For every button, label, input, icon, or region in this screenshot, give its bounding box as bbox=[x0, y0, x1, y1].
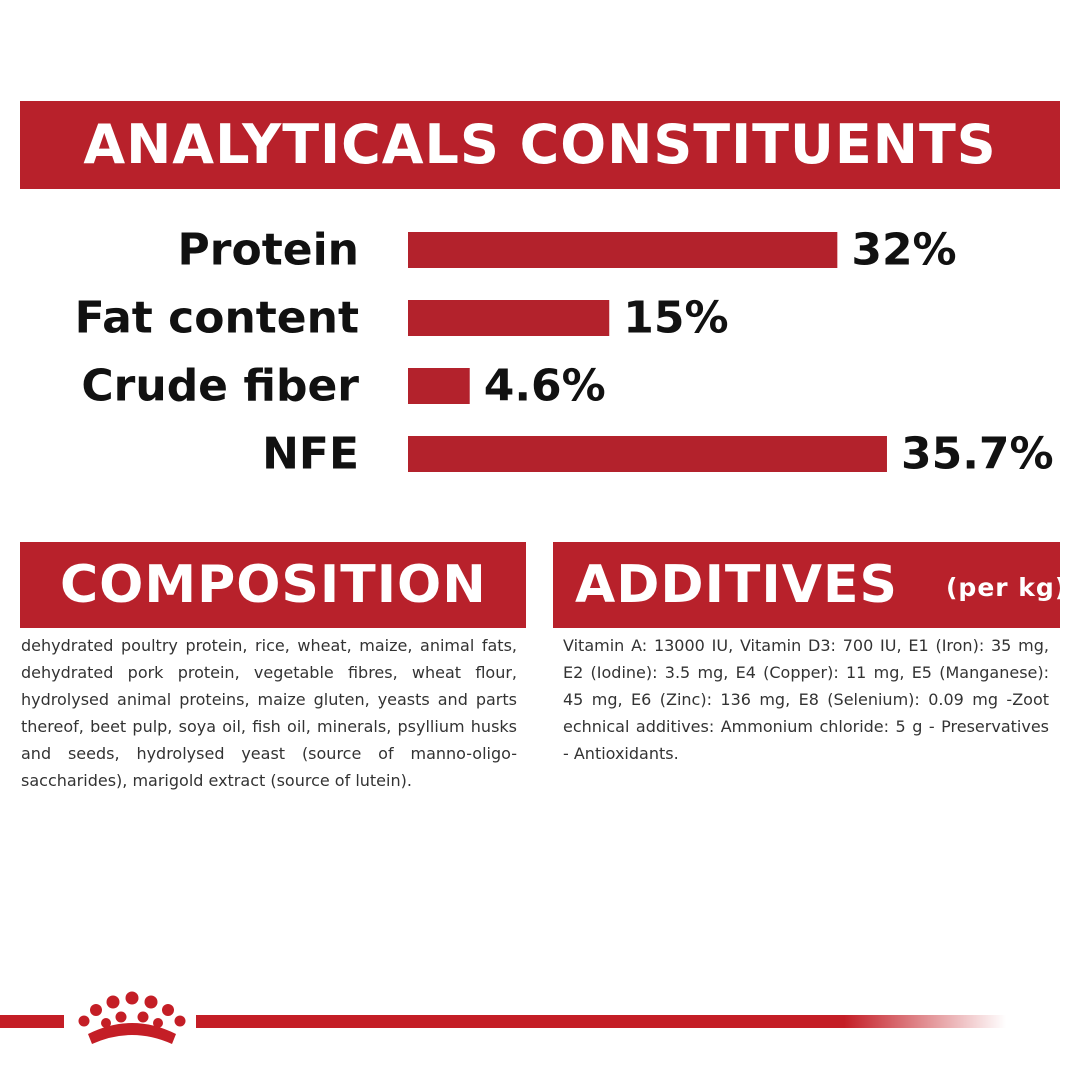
constituents-chart: Protein 32% Fat content 15% Crude fiber 4.6% N… bbox=[75, 225, 1054, 480]
additives-banner: ADDITIVES (per kg) bbox=[553, 542, 1066, 628]
category-label-nfe: NFE bbox=[262, 429, 359, 480]
category-label-fat-content: Fat content bbox=[75, 293, 359, 344]
bar-nfe bbox=[408, 436, 887, 472]
composition-title: COMPOSITION bbox=[60, 555, 487, 615]
additives-text: Vitamin A: 13000 IU, Vitamin D3: 700 IU,… bbox=[563, 636, 1049, 763]
additives-title: ADDITIVES bbox=[575, 555, 898, 615]
value-label-fat-content: 15% bbox=[623, 293, 728, 344]
bar-fat-content bbox=[408, 300, 610, 336]
category-label-protein: Protein bbox=[178, 225, 359, 276]
additives-unit: (per kg) bbox=[946, 573, 1068, 602]
analytics-banner: ANALYTICALS CONSTITUENTS bbox=[20, 101, 1060, 189]
analytics-title: ANALYTICALS CONSTITUENTS bbox=[83, 113, 997, 176]
composition-text: dehydrated poultry protein, rice, wheat,… bbox=[21, 636, 517, 790]
composition-banner: COMPOSITION bbox=[20, 542, 526, 628]
value-label-protein: 32% bbox=[851, 225, 956, 276]
value-label-nfe: 35.7% bbox=[901, 429, 1054, 480]
footer-line-right bbox=[196, 1015, 1006, 1028]
bar-protein bbox=[408, 232, 838, 268]
category-label-crude-fiber: Crude fiber bbox=[81, 361, 359, 412]
bar-crude-fiber bbox=[408, 368, 470, 404]
crown-icon bbox=[78, 991, 186, 1044]
value-label-crude-fiber: 4.6% bbox=[484, 361, 606, 412]
footer-line-left bbox=[0, 1015, 64, 1028]
